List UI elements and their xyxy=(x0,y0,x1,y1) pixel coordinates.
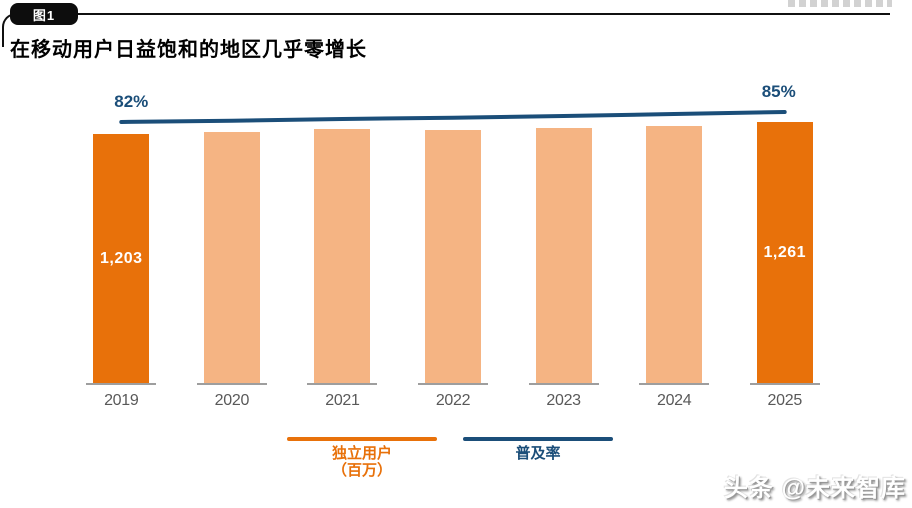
bar-2021 xyxy=(314,129,371,383)
x-axis-label-2019: 2019 xyxy=(104,392,139,409)
chart-column-2025: 1,261 2025 xyxy=(729,80,840,409)
axis-baseline-segment xyxy=(749,383,820,385)
chart-column-2022: 2022 xyxy=(398,80,509,409)
legend-item-unique-users: 独立用户 （百万） xyxy=(287,437,437,479)
axis-baseline-segment xyxy=(639,383,710,385)
bar-2019: 1,203 xyxy=(93,134,150,383)
axis-baseline-segment xyxy=(528,383,599,385)
x-axis-label-2024: 2024 xyxy=(656,392,692,409)
bar-2022 xyxy=(425,130,482,383)
plot-area: 1,203 2019 2020 2021 2022 2023 2024 1,261 2025 82… xyxy=(66,80,840,409)
bar-2025: 1,261 xyxy=(756,122,813,383)
chart-title: 在移动用户日益饱和的地区几乎零增长 xyxy=(10,39,367,61)
line-value-label-2025: 85% xyxy=(761,82,796,101)
legend-label-unique-users: 独立用户 xyxy=(331,445,392,462)
x-axis-label-2025: 2025 xyxy=(767,392,803,409)
figure-number-badge: 图1 xyxy=(10,3,78,25)
x-axis-label-2022: 2022 xyxy=(435,392,471,409)
axis-baseline-segment xyxy=(86,383,157,385)
legend-label-penetration: 普及率 xyxy=(515,445,561,462)
bar-value-label-2019: 1,203 xyxy=(100,249,143,267)
chart-column-2024: 2024 xyxy=(619,80,730,409)
x-axis-label-2021: 2021 xyxy=(325,392,360,409)
axis-baseline-segment xyxy=(196,383,267,385)
axis-baseline-segment xyxy=(307,383,378,385)
bar-2023 xyxy=(535,128,592,383)
legend-label-unique-users-unit: （百万） xyxy=(331,462,392,479)
legend-item-penetration: 普及率 xyxy=(463,437,613,462)
cropped-source-text xyxy=(788,0,892,7)
chart-column-2021: 2021 xyxy=(287,80,398,409)
axis-baseline-segment xyxy=(418,383,489,385)
watermark: 头条 @未来智库 xyxy=(723,475,906,502)
bar-2020 xyxy=(203,132,260,383)
line-value-label-2019: 82% xyxy=(114,92,149,111)
chart-column-2020: 2020 xyxy=(177,80,288,409)
chart-column-2023: 2023 xyxy=(508,80,619,409)
legend-swatch-line-series xyxy=(463,437,613,441)
x-axis-label-2020: 2020 xyxy=(214,392,250,409)
bar-2024 xyxy=(646,126,703,383)
bar-value-label-2025: 1,261 xyxy=(763,243,807,261)
x-axis-label-2023: 2023 xyxy=(546,392,581,409)
header-rule xyxy=(28,13,890,15)
legend-swatch-bar-series xyxy=(287,437,437,441)
chart-column-2019: 1,203 2019 xyxy=(66,80,177,409)
